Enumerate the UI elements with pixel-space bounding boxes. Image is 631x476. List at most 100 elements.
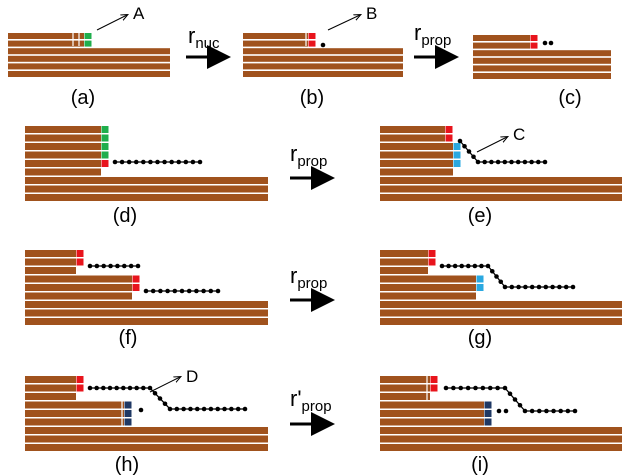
dot — [550, 285, 555, 290]
panel-label: (h) — [115, 454, 139, 476]
dot — [451, 386, 456, 391]
monomer — [477, 284, 484, 291]
rate-base: r — [414, 20, 421, 45]
monomer — [125, 419, 132, 426]
dot — [466, 264, 471, 269]
strand — [25, 376, 76, 383]
strand — [380, 152, 453, 159]
strand — [380, 436, 622, 443]
panel-label: (b) — [300, 87, 324, 109]
dot — [497, 409, 502, 414]
dot — [202, 407, 207, 412]
strand — [380, 276, 476, 283]
dot — [566, 409, 571, 414]
dot — [158, 289, 163, 294]
dot — [482, 160, 487, 165]
dot — [141, 160, 146, 165]
strand — [380, 143, 453, 150]
strand — [25, 284, 132, 291]
strand — [380, 444, 622, 451]
dot — [120, 160, 125, 165]
callout-arrow — [150, 377, 180, 392]
dot — [113, 160, 118, 165]
strand — [380, 267, 428, 274]
dot — [175, 407, 180, 412]
strand — [25, 318, 268, 325]
monomer — [125, 410, 132, 417]
strand — [243, 33, 308, 39]
dot — [158, 396, 163, 401]
panel-label: (f) — [119, 327, 138, 349]
dot — [453, 264, 458, 269]
dot — [114, 386, 119, 391]
rate-base: r' — [290, 386, 302, 411]
monomer — [102, 126, 109, 133]
strand — [25, 301, 268, 308]
monomer — [77, 259, 84, 266]
strand — [473, 58, 611, 64]
rate-label: rprop — [290, 263, 327, 292]
dot — [127, 160, 132, 165]
dot — [516, 160, 521, 165]
monomer — [125, 402, 132, 409]
dot — [101, 264, 106, 269]
dot — [479, 264, 484, 269]
dot — [551, 409, 556, 414]
dot — [495, 386, 500, 391]
strand — [25, 126, 101, 133]
strand — [380, 301, 622, 308]
monomer — [454, 152, 461, 159]
dot — [481, 386, 486, 391]
dot — [466, 386, 471, 391]
strand — [380, 250, 428, 257]
strand — [473, 35, 530, 41]
panel-label: (i) — [471, 454, 489, 476]
dot — [215, 407, 220, 412]
strand — [380, 169, 453, 176]
strand — [380, 310, 622, 317]
callout: B — [366, 4, 377, 23]
strand — [25, 419, 124, 426]
strand — [25, 177, 268, 184]
dot — [543, 41, 548, 46]
strand — [25, 160, 101, 167]
dot — [216, 289, 221, 294]
rate-base: r — [188, 23, 195, 48]
dot — [537, 409, 542, 414]
dot — [489, 160, 494, 165]
strand — [380, 284, 476, 291]
dot — [543, 160, 548, 165]
dot — [471, 154, 476, 159]
diagram: (a) (b) (c) (d) (e) (f) (g) (h) (i) A B … — [0, 0, 631, 476]
strand — [243, 48, 403, 54]
panel-label: (c) — [558, 87, 581, 109]
monomer — [531, 43, 538, 49]
dot — [490, 269, 495, 274]
rate-sub: prop — [297, 153, 327, 170]
strand — [380, 410, 484, 417]
dot — [134, 160, 139, 165]
rate-label: rprop — [290, 141, 327, 170]
strand — [8, 56, 170, 62]
monomer — [77, 376, 84, 383]
dot — [108, 386, 113, 391]
dot — [209, 289, 214, 294]
strand — [25, 402, 124, 409]
dot — [537, 285, 542, 290]
monomer — [485, 402, 492, 409]
monomer — [77, 385, 84, 392]
rate-base: r — [290, 141, 297, 166]
rate-sub: prop — [302, 398, 332, 415]
dot — [557, 285, 562, 290]
dot — [504, 409, 509, 414]
strand — [380, 194, 622, 201]
dot — [523, 160, 528, 165]
monomer — [102, 143, 109, 150]
dot — [144, 289, 149, 294]
dot — [139, 408, 144, 413]
rate-label: rnuc — [188, 23, 220, 52]
strand — [25, 250, 76, 257]
dot — [467, 149, 472, 154]
rate-base: r — [290, 263, 297, 288]
rate-sub: prop — [421, 32, 451, 49]
